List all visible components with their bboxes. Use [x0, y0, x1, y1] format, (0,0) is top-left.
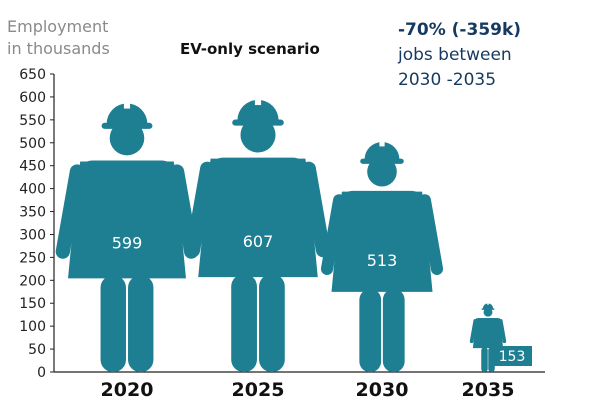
y-tick-label: 500 — [19, 136, 46, 152]
chart-title: EV-only scenario — [180, 40, 320, 58]
annotation-line-1: jobs between — [398, 45, 512, 65]
y-tick-label: 250 — [19, 250, 46, 266]
data-label-box — [492, 346, 532, 366]
x-axis: 2020 2025 2030 2035 — [101, 379, 515, 401]
x-tick-label: 2035 — [462, 379, 515, 401]
y-tick-label: 350 — [19, 205, 46, 221]
worker-figures: 599 607 513 153 — [55, 94, 532, 372]
y-tick-label: 50 — [28, 342, 46, 358]
annotation-line-2: 2030 -2035 — [398, 70, 497, 90]
x-tick-label: 2020 — [101, 379, 154, 401]
data-label: 153 — [499, 349, 526, 365]
data-label: 607 — [243, 232, 274, 251]
y-tick-label: 650 — [19, 67, 46, 83]
y-tick-label: 150 — [19, 296, 46, 312]
y-tick-label: 200 — [19, 273, 46, 289]
x-tick-label: 2030 — [356, 379, 409, 401]
y-tick-label: 300 — [19, 227, 46, 243]
annotation: -70% (-359k) jobs between 2030 -2035 — [398, 18, 521, 93]
y-axis-title: Employment in thousands — [7, 17, 110, 58]
data-label: 599 — [112, 233, 143, 252]
worker-figure-2030 — [320, 137, 444, 372]
annotation-highlight: -70% (-359k) — [398, 20, 522, 40]
x-tick-label: 2025 — [232, 379, 285, 401]
y-tick-label: 400 — [19, 182, 46, 198]
worker-figure-2020 — [55, 98, 199, 372]
y-tick-label: 450 — [19, 159, 46, 175]
y-tick-label: 0 — [37, 365, 46, 381]
y-tick-label: 600 — [19, 90, 46, 106]
y-tick-label: 100 — [19, 319, 46, 335]
worker-figure-2025 — [185, 94, 331, 372]
y-axis: 0 50 100 150 200 250 300 350 400 450 500 550 600 650 — [19, 67, 545, 381]
y-tick-label: 550 — [19, 113, 46, 129]
data-label: 513 — [367, 251, 398, 270]
